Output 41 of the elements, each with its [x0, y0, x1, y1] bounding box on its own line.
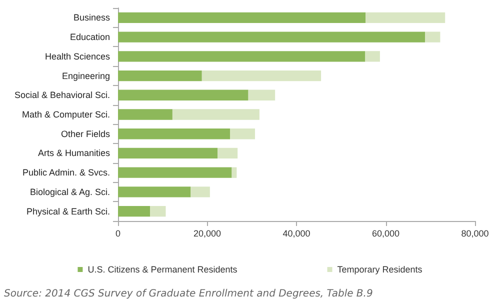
y-tick-label: Education	[70, 32, 110, 42]
x-tick-label: 20,000	[193, 228, 222, 238]
y-tick-label: Business	[73, 12, 110, 23]
bar	[118, 70, 202, 82]
bar	[118, 206, 150, 217]
bar	[118, 167, 232, 178]
bar	[118, 12, 366, 24]
bar	[365, 51, 380, 62]
bar	[202, 70, 322, 82]
y-tick-label: Physical & Earth Sci.	[26, 206, 110, 216]
bar	[118, 51, 366, 62]
bar	[150, 206, 166, 217]
y-tick-label: Other Fields	[60, 128, 110, 139]
bar	[232, 167, 237, 178]
y-tick-label: Arts & Humanities	[38, 148, 110, 158]
y-tick-label: Engineering	[62, 70, 110, 81]
bar	[190, 186, 210, 198]
bar	[118, 148, 218, 159]
x-tick-label: 60,000	[372, 228, 400, 238]
bar	[230, 128, 255, 140]
x-tick-label: 80,000	[461, 228, 489, 238]
bar	[118, 109, 172, 120]
y-tick-label: Biological & Ag. Sci.	[30, 186, 110, 197]
bar	[218, 148, 238, 159]
bar	[172, 109, 260, 120]
y-tick-label: Public Admin. & Svcs.	[22, 168, 110, 178]
x-tick-label: 0	[115, 228, 121, 238]
source-note: Source: 2014 CGS Survey of Graduate Enrollment and Degrees, Table B.9	[4, 288, 373, 300]
y-tick-label: Social & Behavioral Sci.	[14, 90, 110, 100]
bar	[118, 186, 191, 198]
bar	[118, 32, 426, 42]
bar	[118, 128, 230, 140]
bar	[118, 90, 248, 100]
legend-label: U.S. Citizens & Permanent Residents	[88, 264, 238, 274]
y-tick-label: Health Sciences	[44, 51, 110, 62]
x-tick-label: 40,000	[282, 228, 310, 238]
legend-label: Temporary Residents	[337, 264, 423, 274]
y-tick-label: Math & Computer Sci.	[22, 110, 110, 120]
bar	[366, 12, 446, 24]
bar	[425, 32, 440, 42]
bar	[248, 90, 276, 100]
